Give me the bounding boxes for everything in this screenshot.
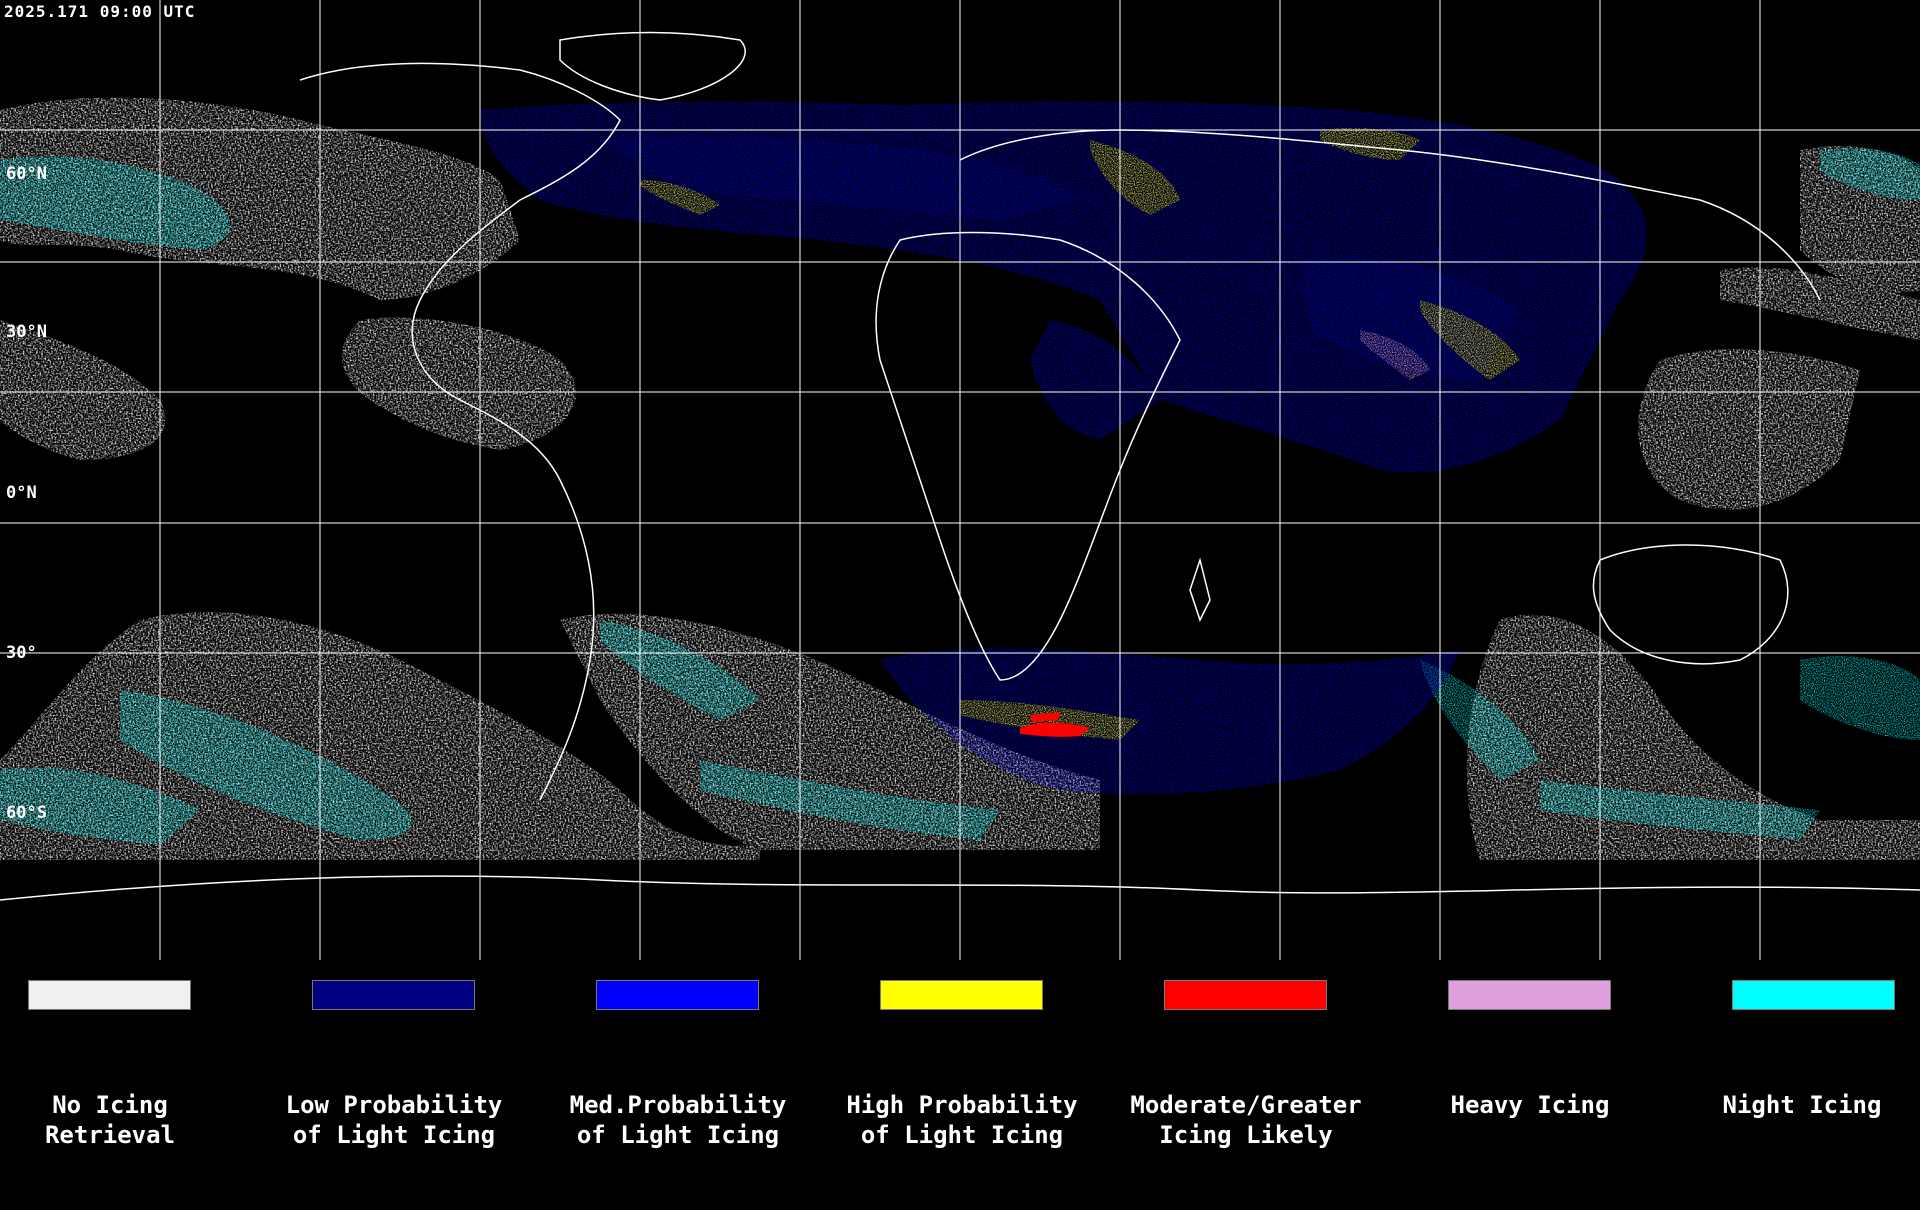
legend-swatch (1448, 980, 1611, 1010)
legend-swatch (1732, 980, 1895, 1010)
lat-label-60s: 60°S (6, 803, 47, 823)
legend-item-heavy-icing: Heavy Icing (1400, 978, 1660, 1119)
lat-lon-grid (0, 0, 1920, 960)
legend-swatch (880, 980, 1043, 1010)
legend-label: Med.Probability of Light Icing (569, 1091, 787, 1149)
lat-label-60n: 60°N (6, 164, 47, 184)
legend-label: Low Probability of Light Icing (285, 1091, 503, 1149)
lat-label-30n: 30°N (6, 322, 47, 342)
legend-item-med-probability: Med.Probability of Light Icing (548, 978, 808, 1149)
legend-label: Night Icing (1722, 1091, 1882, 1119)
lat-label-30s: 30° (6, 643, 37, 663)
legend: No Icing Retrieval Low Probability of Ligh… (0, 960, 1920, 1149)
legend-item-no-icing: No Icing Retrieval (0, 978, 240, 1149)
legend-item-night-icing: Night Icing (1660, 978, 1920, 1119)
legend-item-moderate-greater: Moderate/Greater Icing Likely (1116, 978, 1376, 1149)
legend-swatch (1164, 980, 1327, 1010)
no-icing-cloud-fields (0, 97, 1920, 860)
lat-label-0n: 0°N (6, 483, 37, 503)
legend-item-low-probability: Low Probability of Light Icing (264, 978, 524, 1149)
legend-label: Heavy Icing (1450, 1091, 1610, 1119)
icing-probability-fields (480, 101, 1647, 794)
icing-map: 2025.171 09:00 UTC 60°N 30°N 0°N 30° 60°… (0, 0, 1920, 960)
legend-item-high-probability: High Probability of Light Icing (832, 978, 1092, 1149)
map-canvas (0, 0, 1920, 960)
timestamp-label: 2025.171 09:00 UTC (4, 2, 196, 21)
legend-label: High Probability of Light Icing (846, 1091, 1078, 1149)
legend-swatch (28, 980, 191, 1010)
legend-swatch (312, 980, 475, 1010)
legend-label: Moderate/Greater Icing Likely (1130, 1091, 1362, 1149)
legend-label: No Icing Retrieval (44, 1091, 176, 1149)
legend-swatch (596, 980, 759, 1010)
coastlines (0, 31, 1920, 901)
